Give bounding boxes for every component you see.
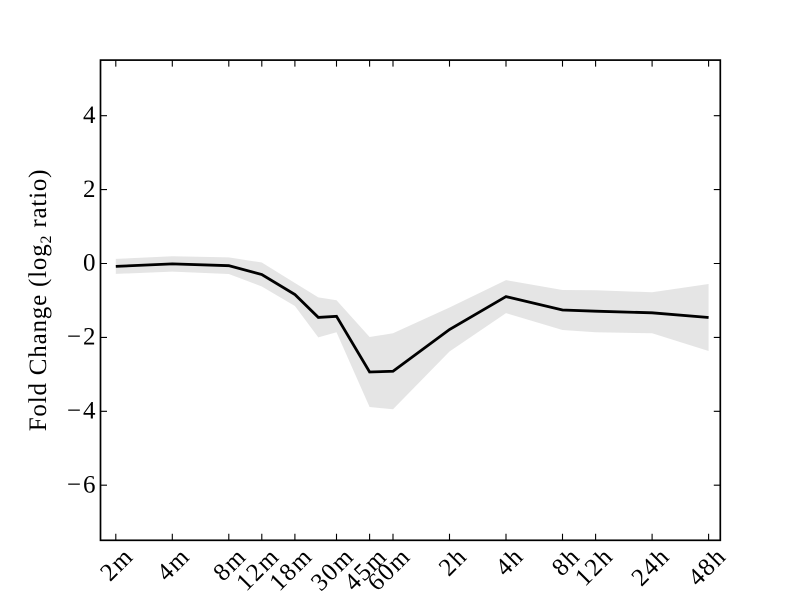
svg-text:−6: −6: [67, 471, 98, 498]
svg-text:2: 2: [83, 176, 98, 203]
svg-text:0: 0: [83, 250, 98, 277]
svg-text:Fold Change (log2 ratio): Fold Change (log2 ratio): [25, 169, 55, 432]
svg-text:4: 4: [83, 102, 98, 129]
svg-text:−2: −2: [67, 324, 98, 351]
svg-text:−4: −4: [67, 398, 98, 425]
